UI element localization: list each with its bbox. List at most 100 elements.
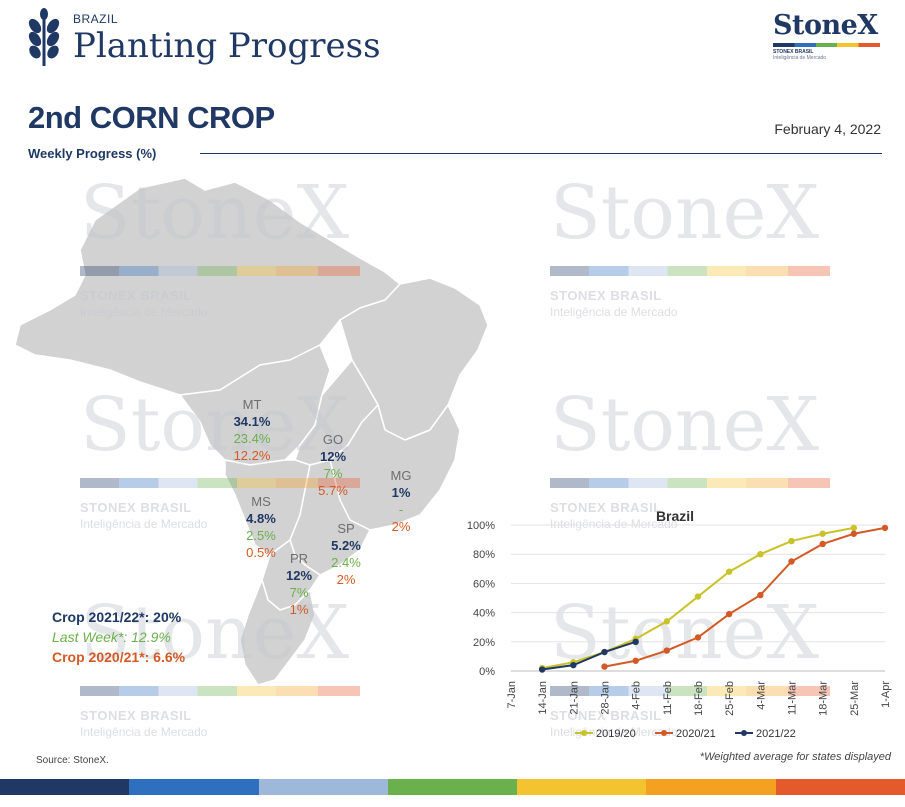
series-point [788,537,795,545]
legend-label: 2020/21 [676,728,716,740]
source-note: Source: StoneX. [36,755,109,766]
watermark-bar [80,686,360,696]
wheat-logo-icon [24,8,64,68]
state-last-week: - [398,502,404,517]
series-point [663,618,671,625]
watermark-sub2: Inteligência de Mercado [80,305,208,319]
brand-subtitle: STONEX BRASIL [773,49,814,55]
legend-marker [581,730,587,736]
state-last-week: 7% [323,466,343,481]
watermark-word: StoneX [550,382,820,468]
series-line [542,640,636,671]
watermark-sub2: Inteligência de Mercado [550,305,678,319]
y-tick-label: 0% [479,666,495,678]
footer-segment [258,779,388,795]
x-tick-label: 21-Jan [568,681,580,715]
page-title: Planting Progress [73,26,381,66]
brand-logo: StoneX STONEX BRASIL Inteligência de Mer… [773,10,883,61]
y-tick-label: 80% [473,549,495,561]
map-south-region [239,579,316,686]
footer-segment [129,779,259,795]
state-label-mt: MT 34.1% 23.4% 12.2% [217,396,287,464]
series-point [538,666,546,673]
watermark: StoneX STONEX BRASIL Inteligência de Mer… [80,176,360,319]
watermark-sub2: Inteligência de Mercado [550,517,678,531]
state-current: 5.2% [331,538,361,553]
state-last-week: 2.4% [331,555,361,570]
watermark-sub1: STONEX BRASIL [550,708,662,723]
watermark: StoneX STONEX BRASIL Inteligência de Mer… [80,388,360,531]
map-sp-state [289,459,371,576]
series-point [632,638,639,645]
brand-name: StoneX [773,10,878,41]
watermark-bar [550,266,830,276]
watermark-bar [80,266,360,276]
series-point [601,648,608,656]
footer-segment [646,779,776,795]
state-name: GO [322,432,344,447]
series-point [757,551,764,558]
brazil-map [14,177,489,686]
y-tick-label: 60% [473,578,495,590]
state-last-year: 2% [391,519,411,534]
watermark-sub1: STONEX BRASIL [80,500,192,515]
watermark-word: StoneX [550,170,820,256]
brand-color-line [773,43,880,47]
region-label: BRAZIL [73,12,119,26]
x-tick-label: 28-Jan [600,681,612,715]
summary-last-week: Last Week*: 12.9% [52,629,171,645]
x-tick-label: 7-Jan [506,681,518,709]
state-last-week: 2.5% [246,528,276,543]
footer-color-bar [0,779,905,795]
state-last-year: 5.7% [318,483,348,498]
state-name: PR [289,551,309,566]
watermark-sub2: Inteligência de Mercado [550,725,678,739]
x-tick-label: 18-Mar [818,681,830,716]
x-tick-label: 11-Mar [787,681,799,715]
legend-marker [661,730,667,736]
summary-current: Crop 2021/22*: 20% [52,609,182,625]
series-line [604,526,886,668]
section-label: Weekly Progress (%) [28,146,157,161]
state-last-year: 0.5% [246,545,276,560]
watermark-word: StoneX [80,590,350,676]
series-point [632,657,639,664]
series-point [819,540,826,548]
state-name: MG [390,468,412,483]
series-point [725,610,733,618]
x-tick-label: 4-Feb [631,681,643,710]
y-tick-label: 100% [467,520,495,532]
watermark-sub1: STONEX BRASIL [80,288,192,303]
watermark-sub1: STONEX BRASIL [80,708,192,723]
watermark-word: StoneX [80,170,350,256]
footnote: *Weighted average for states displayed [699,751,891,763]
state-label-pr: PR 12% 7% 1% [264,550,334,618]
state-last-year: 2% [336,572,356,587]
watermark-sub1: STONEX BRASIL [550,500,662,515]
state-current: 4.8% [246,511,276,526]
legend-label: 2021/22 [756,728,796,740]
progress-line-chart: Brazil 0% 20% 40% 60% 80% 100% 7-Jan 14-Jan 21-Ja… [467,508,892,740]
x-tick-label: 25-Feb [724,681,736,716]
state-current: 12% [285,568,313,583]
x-tick-label: 1-Apr [880,681,892,708]
state-name: MS [251,494,271,509]
series-point [570,661,577,669]
footer-segment [517,779,647,795]
footer-segment [387,779,518,795]
series-point [819,530,826,537]
state-last-year: 12.2% [233,448,271,463]
x-tick-label: 4-Mar [755,681,767,710]
series-point [881,524,889,532]
series-point [694,593,702,600]
watermark: StoneX STONEX BRASIL Inteligência de Mer… [550,176,830,319]
watermark-sub1: STONEX BRASIL [550,288,662,303]
state-last-week: 23.4% [233,431,271,446]
legend-marker [741,730,747,736]
state-label-sp: SP 5.2% 2.4% 2% [311,520,381,588]
state-last-week: 7% [289,585,309,600]
series-point [850,524,858,532]
series-point [757,591,764,599]
crop-title: 2nd CORN CROP [28,100,275,135]
x-tick-label: 11-Feb [662,681,674,715]
